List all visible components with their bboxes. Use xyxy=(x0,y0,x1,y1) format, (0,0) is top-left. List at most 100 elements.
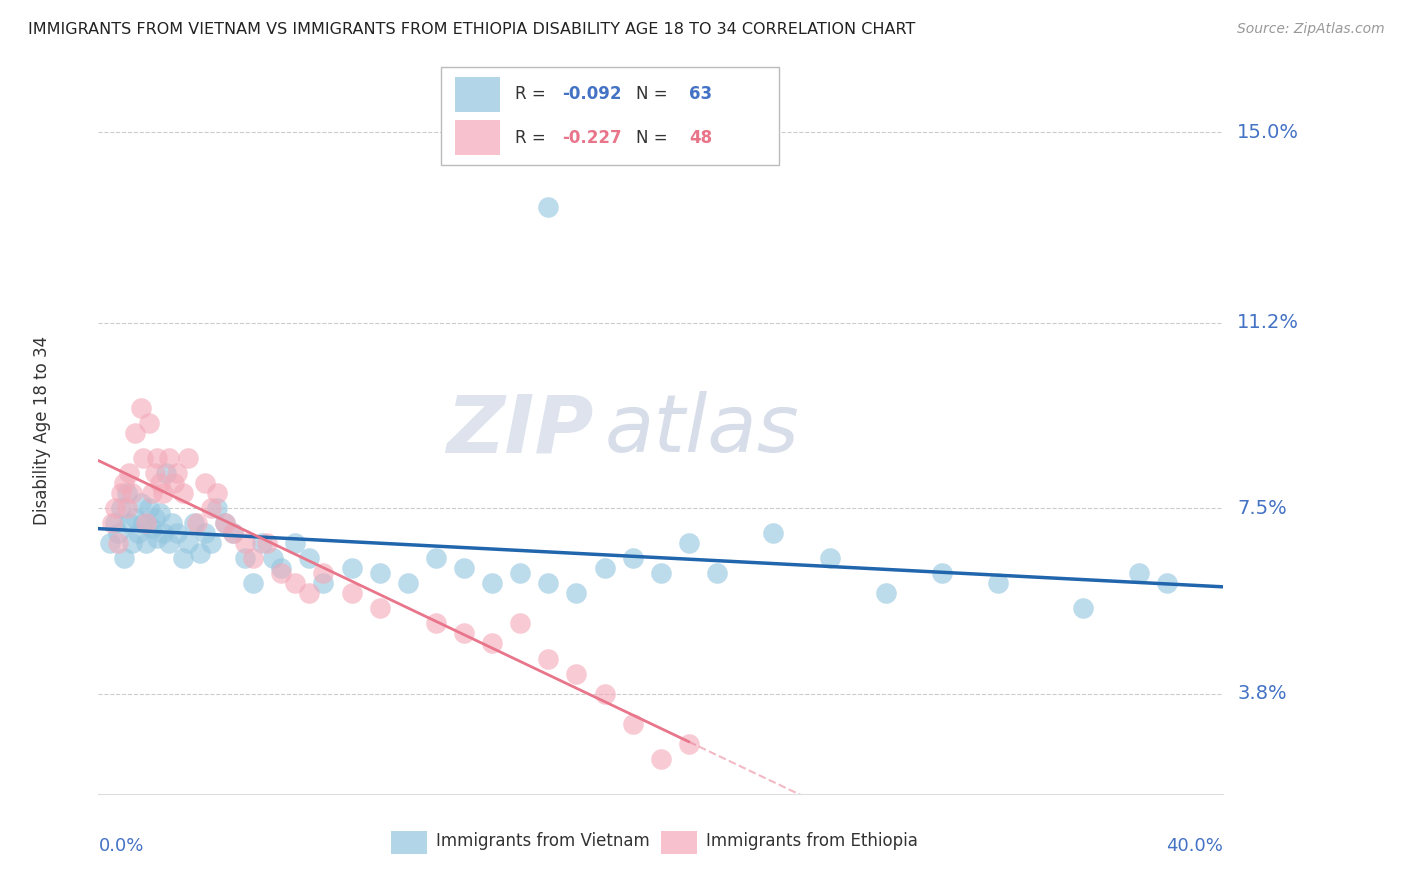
Text: Source: ZipAtlas.com: Source: ZipAtlas.com xyxy=(1237,22,1385,37)
Point xyxy=(118,466,141,480)
Point xyxy=(107,526,129,541)
Point xyxy=(262,551,284,566)
Text: 15.0%: 15.0% xyxy=(1237,122,1299,142)
Point xyxy=(104,501,127,516)
Point xyxy=(621,716,644,731)
Point xyxy=(124,511,146,525)
Point xyxy=(146,531,169,545)
FancyBboxPatch shape xyxy=(456,77,501,112)
Text: atlas: atlas xyxy=(605,392,800,469)
Point xyxy=(818,551,841,566)
Point xyxy=(222,526,245,541)
Point xyxy=(425,551,447,566)
Point xyxy=(163,476,186,491)
FancyBboxPatch shape xyxy=(441,67,779,165)
Point xyxy=(242,576,264,591)
Point xyxy=(132,516,155,530)
Point xyxy=(183,516,205,530)
Point xyxy=(593,561,616,575)
Point xyxy=(115,486,138,500)
Point xyxy=(141,486,163,500)
Point xyxy=(149,506,172,520)
Text: R =: R = xyxy=(515,86,551,103)
Point xyxy=(453,561,475,575)
Point xyxy=(509,616,531,631)
Point xyxy=(987,576,1010,591)
Point xyxy=(396,576,419,591)
Point xyxy=(101,516,124,530)
Point xyxy=(115,501,138,516)
Point xyxy=(222,526,245,541)
Point xyxy=(565,586,588,600)
Point xyxy=(509,566,531,581)
Point xyxy=(160,516,183,530)
Point xyxy=(200,536,222,550)
Point xyxy=(143,466,166,480)
Point xyxy=(650,752,672,766)
Point xyxy=(124,425,146,440)
Point xyxy=(127,526,149,541)
Point xyxy=(233,551,256,566)
Point xyxy=(112,476,135,491)
Point xyxy=(110,501,132,516)
Point xyxy=(138,501,160,516)
Point xyxy=(143,511,166,525)
Point xyxy=(593,687,616,701)
Point xyxy=(146,450,169,465)
Point xyxy=(242,551,264,566)
Point xyxy=(205,486,228,500)
Point xyxy=(188,546,211,560)
Text: Disability Age 18 to 34: Disability Age 18 to 34 xyxy=(34,335,51,525)
Text: -0.092: -0.092 xyxy=(562,86,621,103)
Point xyxy=(194,476,217,491)
Point xyxy=(1128,566,1150,581)
Point xyxy=(152,526,174,541)
Point xyxy=(98,536,121,550)
Point xyxy=(205,501,228,516)
Point xyxy=(172,551,194,566)
Point xyxy=(368,601,391,615)
Point xyxy=(340,561,363,575)
Point xyxy=(565,666,588,681)
Point xyxy=(284,536,307,550)
FancyBboxPatch shape xyxy=(661,831,697,855)
Point xyxy=(368,566,391,581)
Point xyxy=(152,486,174,500)
Point xyxy=(481,576,503,591)
Point xyxy=(284,576,307,591)
Point xyxy=(250,536,273,550)
Text: 40.0%: 40.0% xyxy=(1167,838,1223,855)
Point xyxy=(141,521,163,535)
Point xyxy=(425,616,447,631)
Point xyxy=(121,536,143,550)
Point xyxy=(621,551,644,566)
Point xyxy=(762,526,785,541)
Point xyxy=(186,516,208,530)
Point xyxy=(177,536,200,550)
Point xyxy=(706,566,728,581)
Point xyxy=(678,737,700,751)
Point xyxy=(214,516,236,530)
Text: R =: R = xyxy=(515,128,551,146)
Point xyxy=(200,501,222,516)
Text: ZIP: ZIP xyxy=(446,392,593,469)
Text: -0.227: -0.227 xyxy=(562,128,621,146)
Point xyxy=(537,576,560,591)
Point xyxy=(157,536,180,550)
FancyBboxPatch shape xyxy=(456,120,501,155)
Point xyxy=(129,496,152,510)
Point xyxy=(340,586,363,600)
Point xyxy=(537,651,560,665)
Text: 63: 63 xyxy=(689,86,711,103)
Point xyxy=(453,626,475,640)
Point xyxy=(256,536,278,550)
Point xyxy=(166,526,188,541)
Point xyxy=(110,486,132,500)
Point xyxy=(298,586,321,600)
Point xyxy=(155,466,177,480)
Text: 3.8%: 3.8% xyxy=(1237,684,1286,703)
Point xyxy=(270,561,292,575)
Point xyxy=(312,576,335,591)
Point xyxy=(1071,601,1094,615)
Point xyxy=(107,536,129,550)
